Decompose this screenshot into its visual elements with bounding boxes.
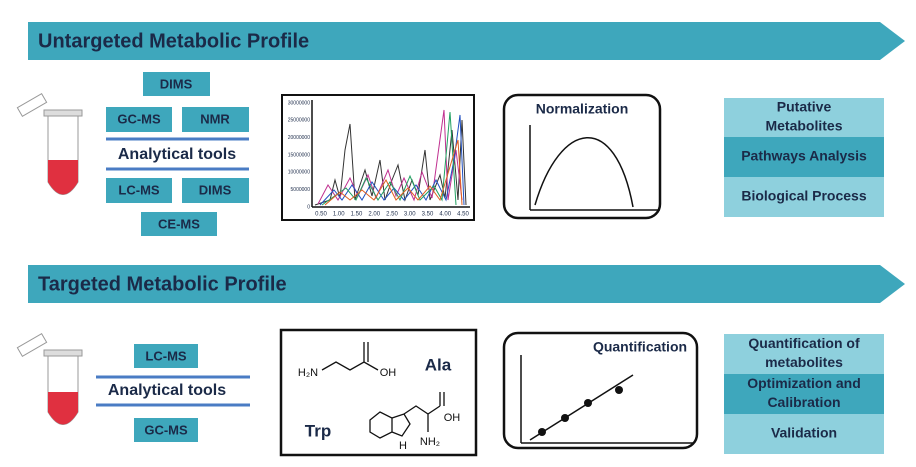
tool-label: NMR	[200, 111, 230, 126]
y-tick-label: 5000000	[291, 187, 311, 193]
output-box	[724, 98, 884, 137]
calibration-line	[529, 374, 634, 441]
x-tick-label: 1.00	[333, 212, 345, 218]
chem-label: NH₂	[420, 436, 440, 448]
output-box	[724, 137, 884, 177]
tools-label: Analytical tools	[108, 382, 226, 399]
chromatogram-frame	[281, 94, 475, 221]
y-tick-label: 20000000	[288, 135, 310, 141]
sample-tube	[16, 332, 83, 425]
tool-label: GC-MS	[117, 111, 161, 126]
panel-title: Quantification	[593, 339, 687, 355]
bell-curve	[534, 137, 634, 208]
tool-box	[106, 178, 172, 203]
chem-label: H₂N	[298, 367, 318, 379]
x-tick-label: 0.50	[315, 212, 327, 218]
chem-label: OH	[380, 367, 397, 379]
y-tick-label: 10000000	[288, 170, 310, 176]
tool-box	[182, 178, 249, 203]
output-label: Quantification of	[748, 335, 860, 351]
output-label: Metabolites	[765, 118, 842, 134]
normalization-frame	[502, 93, 662, 220]
output-label: Pathways Analysis	[741, 148, 867, 164]
x-tick-label: 4.00	[439, 212, 451, 218]
tool-label: DIMS	[199, 182, 232, 197]
chem-label: OH	[444, 412, 461, 424]
output-box	[724, 334, 884, 374]
output-label: Optimization and	[747, 375, 861, 391]
quantification-frame	[502, 331, 699, 450]
x-tick-label: 4.50	[457, 212, 469, 218]
y-tick-label: 25000000	[288, 118, 310, 124]
output-box	[724, 374, 884, 414]
tools-label: Analytical tools	[118, 146, 236, 163]
tool-box	[143, 72, 210, 96]
molecule-name: Trp	[305, 421, 331, 440]
tool-box	[134, 344, 198, 368]
section-title: Untargeted Metabolic Profile	[38, 30, 309, 52]
output-label: Putative	[777, 99, 832, 115]
tool-box	[134, 418, 198, 442]
output-label: Validation	[771, 425, 837, 441]
output-label: metabolites	[765, 354, 843, 370]
x-tick-label: 3.00	[404, 212, 416, 218]
tool-box	[182, 107, 249, 132]
tryptophan-structure	[369, 392, 445, 439]
y-tick-label: 30000000	[288, 100, 310, 106]
tool-box	[141, 212, 217, 236]
banner	[28, 22, 905, 60]
panel-title: Normalization	[536, 101, 629, 117]
section-title: Targeted Metabolic Profile	[38, 273, 287, 295]
banner	[28, 265, 905, 303]
molecule-name: Ala	[425, 355, 452, 374]
x-tick-label: 3.50	[422, 212, 434, 218]
tool-label: LC-MS	[118, 182, 159, 197]
sample-tube	[16, 92, 83, 195]
output-label: Calibration	[767, 394, 840, 410]
tool-label: CE-MS	[158, 216, 200, 231]
alanine-structure	[321, 342, 379, 371]
chem-label: H	[399, 440, 407, 452]
output-label: Biological Process	[741, 188, 866, 204]
tool-label: GC-MS	[144, 422, 188, 437]
tool-label: DIMS	[160, 76, 193, 91]
calibration-points	[538, 386, 623, 436]
chromatogram: 30000000 25000000 20000000 15000000 10000000…	[288, 100, 470, 218]
tool-box	[106, 107, 172, 132]
y-tick-label: 0	[307, 204, 310, 210]
x-tick-label: 2.50	[386, 212, 398, 218]
output-box	[724, 177, 884, 217]
output-box	[724, 414, 884, 454]
x-tick-label: 1.50	[351, 212, 363, 218]
x-tick-label: 2.00	[368, 212, 380, 218]
y-tick-label: 15000000	[288, 152, 310, 158]
tool-label: LC-MS	[145, 348, 186, 363]
